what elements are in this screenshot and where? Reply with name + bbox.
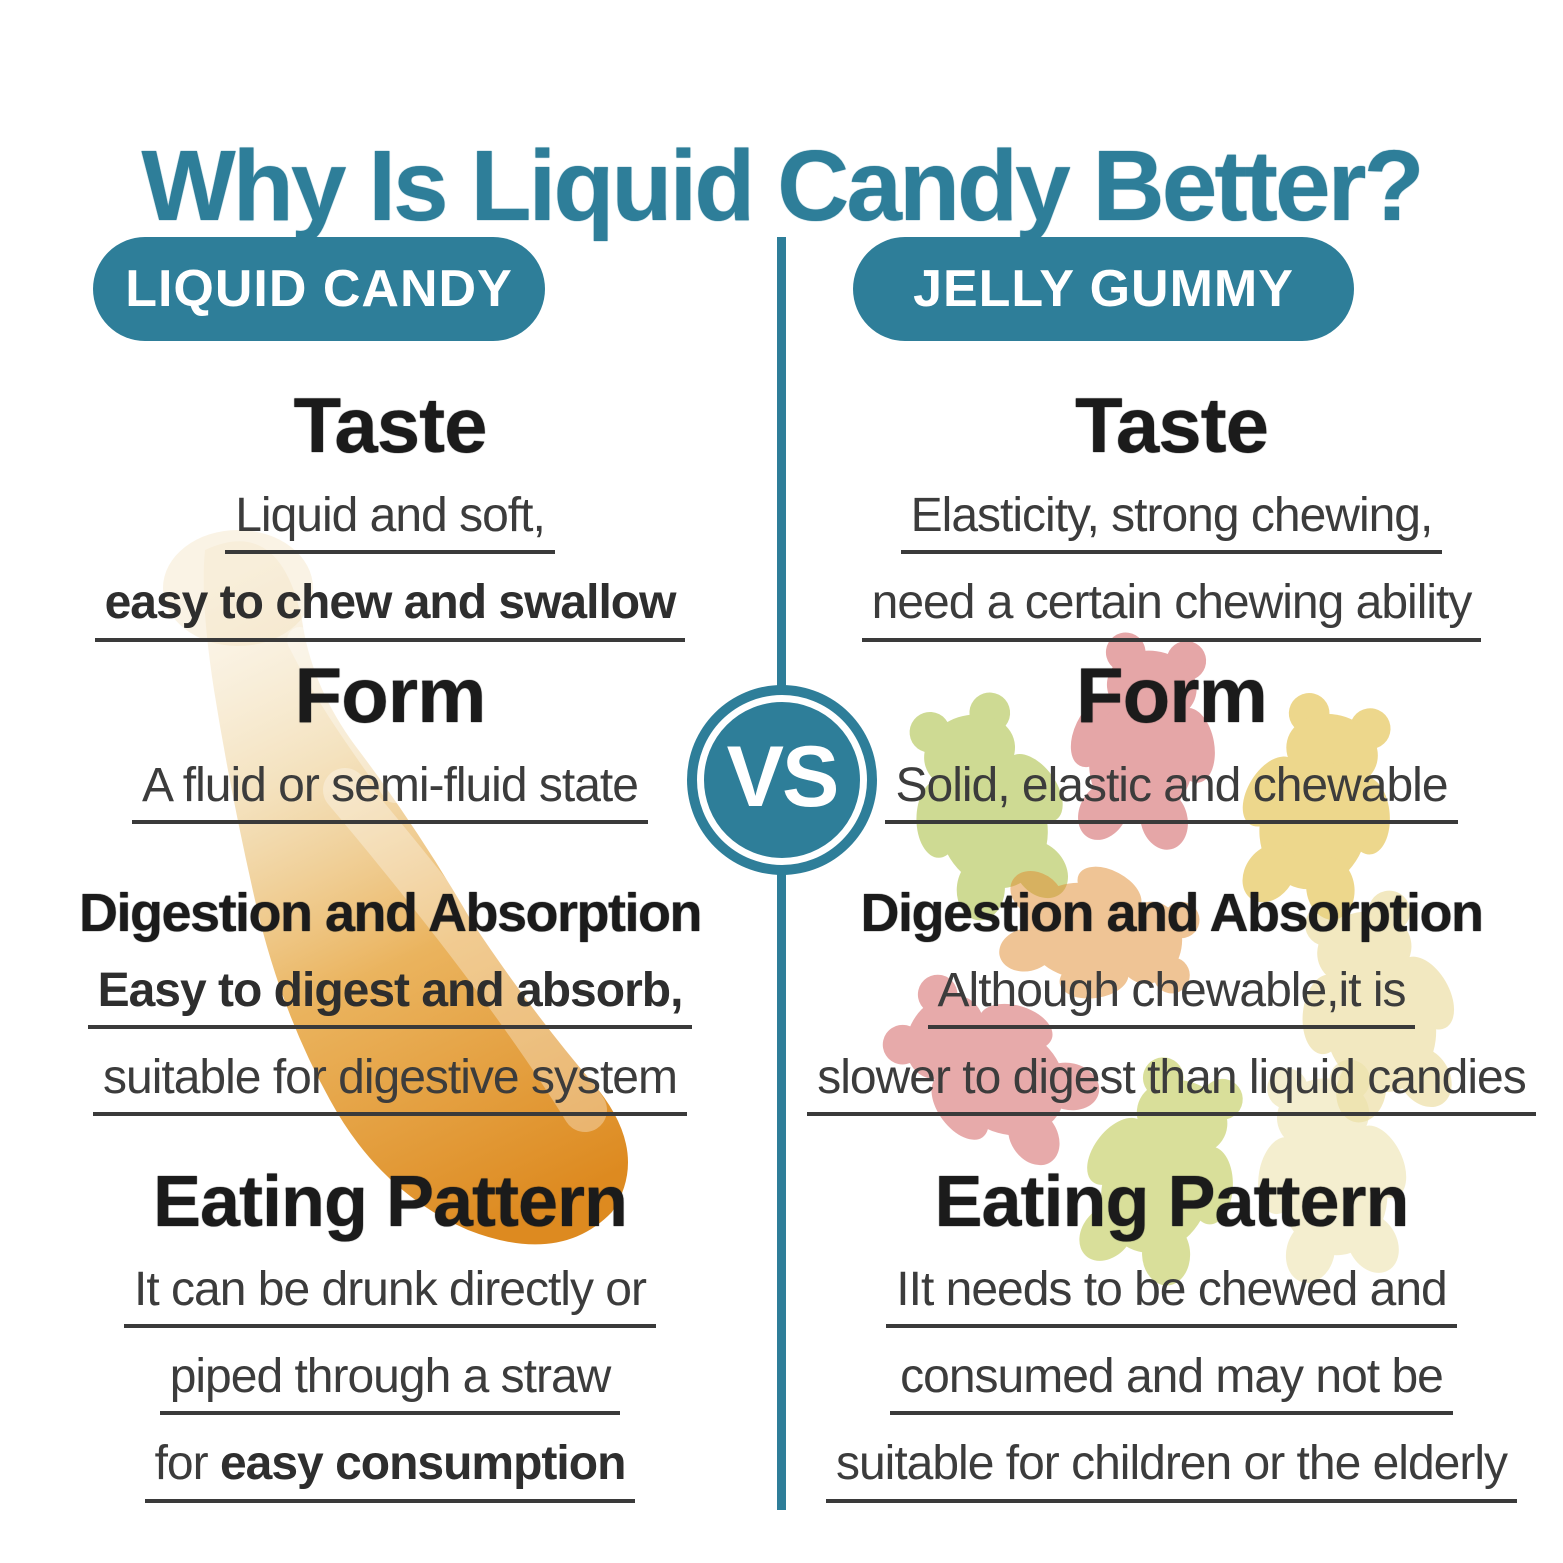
section-line: suitable for children or the elderly bbox=[790, 1437, 1553, 1503]
line-text: for bbox=[154, 1437, 220, 1491]
line-text: IIt needs to be chewed and bbox=[896, 1262, 1447, 1316]
line-text: slower to digest than liquid candies bbox=[817, 1051, 1526, 1105]
line-text: Elasticity, strong chewing, bbox=[910, 488, 1434, 542]
line-text: Solid, elastic and chewable bbox=[895, 758, 1448, 812]
section-heading: Digestion and Absorption bbox=[860, 883, 1484, 943]
section-line: Solid, elastic and chewable bbox=[790, 758, 1553, 825]
line-text: need a certain chewing ability bbox=[871, 576, 1473, 630]
section-line: Although chewable,it is bbox=[790, 963, 1553, 1030]
section-heading: Taste bbox=[1075, 381, 1269, 469]
section-eating-pattern: Eating Pattern It can be drunk directly o… bbox=[10, 1162, 770, 1503]
line-text: consumed and may not be bbox=[900, 1349, 1444, 1403]
section-line: suitable for digestive system bbox=[10, 1051, 770, 1117]
section-line: A fluid or semi-fluid state bbox=[10, 758, 770, 825]
section-line: piped through a straw bbox=[10, 1349, 770, 1416]
page-title: Why Is Liquid Candy Better? bbox=[141, 130, 1424, 242]
vs-badge: VS bbox=[687, 685, 877, 875]
section-line: need a certain chewing ability bbox=[790, 576, 1553, 642]
section-line: Easy to digest and absorb, bbox=[10, 963, 770, 1030]
section-digestion-and-absorption: Digestion and Absorption Although chewabl… bbox=[790, 883, 1553, 1117]
section-line: Liquid and soft, bbox=[10, 488, 770, 555]
vs-badge-label: VS bbox=[726, 728, 840, 825]
header-pill-jelly-gummy: JELLY GUMMY bbox=[853, 237, 1354, 341]
section-taste: Taste Elasticity, strong chewing, need a c… bbox=[790, 381, 1553, 642]
header-pill-label: JELLY GUMMY bbox=[913, 260, 1294, 318]
section-form: Form Solid, elastic and chewable bbox=[790, 651, 1553, 825]
section-heading: Digestion and Absorption bbox=[79, 883, 702, 943]
header-pill-liquid-candy: LIQUID CANDY bbox=[93, 237, 545, 341]
line-text: A fluid or semi-fluid state bbox=[142, 758, 639, 812]
section-heading: Eating Pattern bbox=[152, 1162, 628, 1242]
section-eating-pattern: Eating Pattern IIt needs to be chewed and… bbox=[790, 1162, 1553, 1503]
section-form: Form A fluid or semi-fluid state bbox=[10, 651, 770, 825]
section-heading: Taste bbox=[293, 381, 488, 469]
line-text: piped through a straw bbox=[169, 1349, 612, 1403]
section-line: consumed and may not be bbox=[790, 1349, 1553, 1416]
line-text-bold: Easy to digest and absorb, bbox=[97, 963, 684, 1017]
section-line: slower to digest than liquid candies bbox=[790, 1051, 1553, 1117]
section-heading: Form bbox=[1076, 651, 1268, 739]
header-pill-label: LIQUID CANDY bbox=[125, 260, 513, 318]
section-line: easy to chew and swallow bbox=[10, 576, 770, 642]
line-text: Liquid and soft, bbox=[235, 488, 546, 542]
section-heading: Eating Pattern bbox=[934, 1162, 1409, 1242]
line-text: suitable for children or the elderly bbox=[835, 1437, 1508, 1491]
section-line: It can be drunk directly or bbox=[10, 1262, 770, 1328]
line-text-bold: easy to chew and swallow bbox=[104, 576, 677, 630]
section-taste: Taste Liquid and soft, easy to chew and sw… bbox=[10, 381, 770, 642]
line-text: It can be drunk directly or bbox=[134, 1262, 647, 1316]
line-text: Although chewable,it is bbox=[937, 963, 1407, 1017]
section-heading: Form bbox=[294, 651, 487, 739]
section-digestion-and-absorption: Digestion and Absorption Easy to digest a… bbox=[10, 883, 770, 1117]
section-line: Elasticity, strong chewing, bbox=[790, 488, 1553, 555]
section-line: for easy consumption bbox=[10, 1437, 770, 1503]
line-text-bold: easy consumption bbox=[219, 1437, 626, 1491]
section-line: IIt needs to be chewed and bbox=[790, 1262, 1553, 1328]
line-text: suitable for digestive system bbox=[103, 1051, 678, 1105]
